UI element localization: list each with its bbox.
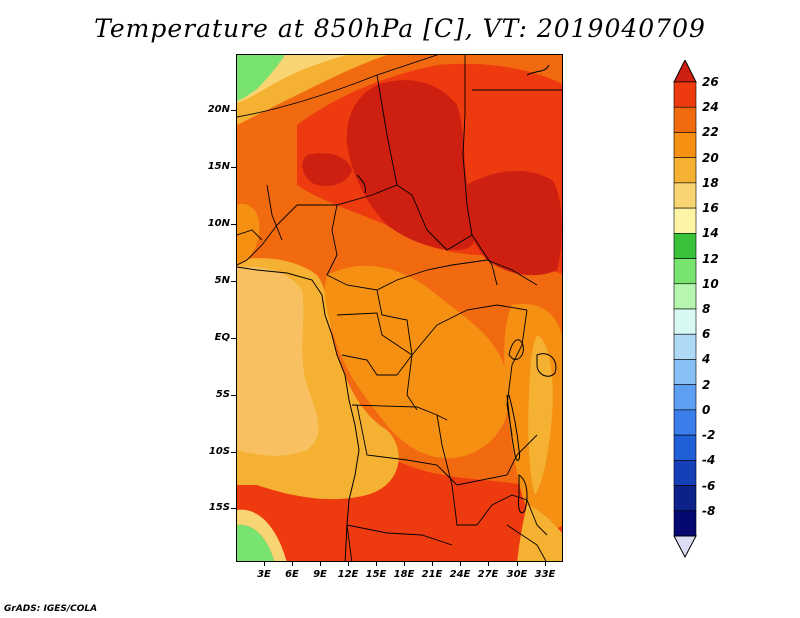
lat-label: 20N xyxy=(207,104,230,115)
rift-valley-zone xyxy=(528,335,553,495)
lat-label: 5N xyxy=(214,275,230,286)
colorbar-top-arrow xyxy=(673,60,697,83)
colorbar-swatch xyxy=(673,81,697,108)
lon-label: 15E xyxy=(365,569,387,580)
lat-tick xyxy=(231,338,236,339)
central-basin-zone xyxy=(325,265,510,459)
colorbar-swatch xyxy=(673,434,697,461)
lon-tick xyxy=(404,562,405,566)
colorbar-swatch xyxy=(673,233,697,259)
colorbar-swatch xyxy=(673,207,697,234)
lon-tick xyxy=(320,562,321,566)
colorbar-label: 22 xyxy=(702,125,719,140)
atlantic-coastline xyxy=(237,266,360,561)
lon-tick xyxy=(348,562,349,566)
green-cold-patch-north xyxy=(237,55,285,101)
colorbar-label: -6 xyxy=(702,478,716,493)
lon-label: 27E xyxy=(477,569,499,580)
lat-tick xyxy=(231,452,236,453)
lon-tick xyxy=(460,562,461,566)
green-cold-patch-south xyxy=(237,524,275,561)
country-borders xyxy=(237,55,562,561)
lat-label: 15S xyxy=(208,502,230,513)
colorbar-label: -2 xyxy=(702,428,716,443)
colorbar-swatch xyxy=(673,157,697,184)
lon-label: 30E xyxy=(506,569,528,580)
colorbar-bottom-arrow xyxy=(673,535,697,558)
colorbar-swatch xyxy=(673,182,697,209)
colorbar-label: 16 xyxy=(702,201,719,216)
colorbar-swatch xyxy=(673,460,697,486)
colorbar-label: 10 xyxy=(702,276,719,291)
lat-tick xyxy=(231,508,236,509)
lon-label: 33E xyxy=(534,569,556,580)
lon-label: 12E xyxy=(337,569,359,580)
colorbar-label: -4 xyxy=(702,453,716,468)
colorbar-label: 8 xyxy=(702,302,711,316)
colorbar-label: 6 xyxy=(702,327,711,342)
colorbar-label: 20 xyxy=(702,150,719,165)
colorbar-label: 2 xyxy=(702,377,711,392)
colorbar-swatch xyxy=(673,409,697,436)
atlantic-cool-zone xyxy=(237,266,319,456)
lon-tick xyxy=(517,562,518,566)
chad-core-zone xyxy=(346,80,477,251)
colorbar-swatch xyxy=(673,384,697,411)
colorbar-label: 18 xyxy=(702,175,719,190)
colorbar-swatch xyxy=(673,283,697,310)
lat-tick xyxy=(231,395,236,396)
lat-label: 10S xyxy=(208,446,230,457)
lat-tick xyxy=(231,167,236,168)
lat-label: 10N xyxy=(207,218,230,229)
colorbar-label: 14 xyxy=(702,226,719,241)
lon-tick xyxy=(545,562,546,566)
lon-label: 24E xyxy=(449,569,471,580)
lon-label: 6E xyxy=(285,569,299,580)
colorbar-label: 24 xyxy=(702,100,719,115)
chart-title: Temperature at 850hPa [C], VT: 201904070… xyxy=(94,14,706,43)
lat-tick xyxy=(231,281,236,282)
lat-label: 5S xyxy=(215,389,230,400)
lon-tick xyxy=(488,562,489,566)
lon-label: 21E xyxy=(421,569,443,580)
lat-tick xyxy=(231,110,236,111)
lon-label: 18E xyxy=(393,569,415,580)
colorbar-swatch xyxy=(673,510,697,537)
colorbar-label: 4 xyxy=(702,352,711,367)
colorbar xyxy=(673,60,697,558)
colorbar-label: 0 xyxy=(702,402,711,417)
lat-label: 15N xyxy=(207,161,230,172)
colorbar-label: -8 xyxy=(702,503,716,518)
southwest-cool-fringe xyxy=(237,509,287,561)
lon-tick xyxy=(376,562,377,566)
southeast-cool-fringe xyxy=(517,505,562,561)
colorbar-label: 12 xyxy=(702,251,719,266)
colorbar-swatch xyxy=(673,308,697,335)
lat-tick xyxy=(231,224,236,225)
lon-tick xyxy=(264,562,265,566)
footer-credit: GrADS: IGES/COLA xyxy=(4,604,98,614)
colorbar-swatch xyxy=(673,333,697,360)
lon-tick xyxy=(292,562,293,566)
temperature-map xyxy=(236,54,563,562)
colorbar-swatch xyxy=(673,132,697,158)
lon-label: 3E xyxy=(257,569,271,580)
guinea-coast-zone xyxy=(237,204,260,265)
colorbar-swatch xyxy=(673,359,697,385)
niger-core-zone xyxy=(302,153,352,187)
sudan-core-zone xyxy=(465,170,562,276)
colorbar-swatch xyxy=(673,258,697,285)
colorbar-label: 26 xyxy=(702,75,719,89)
colorbar-swatch xyxy=(673,106,697,133)
lat-label: EQ xyxy=(214,332,230,343)
lon-tick xyxy=(432,562,433,566)
colorbar-swatch xyxy=(673,485,697,512)
lakes xyxy=(356,64,557,514)
lon-label: 9E xyxy=(313,569,327,580)
